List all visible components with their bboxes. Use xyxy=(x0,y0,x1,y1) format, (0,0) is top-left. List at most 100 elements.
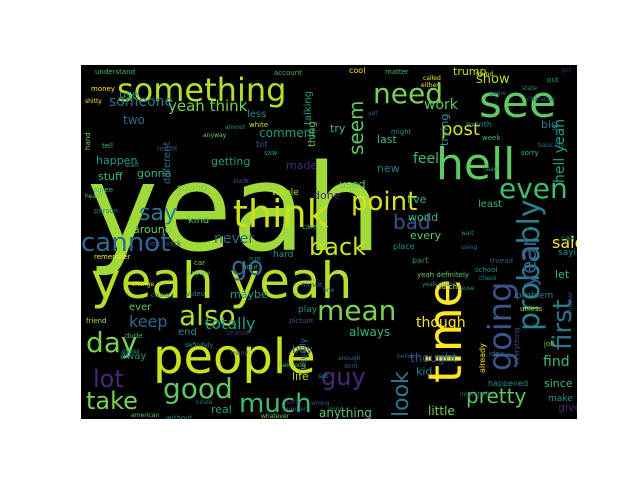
cloud-word: going xyxy=(481,282,519,371)
cloud-word: remember xyxy=(94,253,131,261)
cloud-word: around xyxy=(133,223,172,236)
cloud-word: point xyxy=(351,187,417,217)
cloud-word: tell xyxy=(102,142,113,150)
cloud-word: watch xyxy=(436,283,457,291)
cloud-word: shitty xyxy=(85,98,102,105)
cloud-word: hard xyxy=(273,250,293,260)
cloud-word: happen xyxy=(96,154,137,167)
cloud-word: whatever xyxy=(261,413,290,419)
cloud-word: start xyxy=(125,162,140,169)
cloud-word: least xyxy=(478,199,502,210)
cloud-word: anything xyxy=(319,406,372,419)
cloud-word: run xyxy=(249,255,261,263)
cloud-word: lot xyxy=(93,365,124,393)
cloud-word: dont xyxy=(344,363,358,370)
cloud-word: state xyxy=(522,85,538,92)
cloud-word: look xyxy=(389,371,414,417)
cloud-word: good xyxy=(163,372,233,405)
cloud-word: sub xyxy=(318,373,329,380)
cloud-word: made xyxy=(286,159,317,172)
cloud-word: understand xyxy=(95,68,135,76)
cloud-word: game xyxy=(489,90,506,97)
cloud-word: number xyxy=(283,406,307,413)
cloud-word: kind xyxy=(188,215,209,226)
cloud-word: even xyxy=(499,172,568,205)
cloud-word: stuff xyxy=(98,170,123,183)
cloud-word: world xyxy=(408,211,438,224)
cloud-word: wait xyxy=(461,230,474,237)
cloud-word: either xyxy=(421,82,439,89)
cloud-word: year xyxy=(517,237,542,287)
cloud-word: another xyxy=(567,291,574,315)
cloud-word: big xyxy=(541,118,558,131)
cloud-word: pretty xyxy=(466,384,526,408)
cloud-word: already xyxy=(478,343,487,373)
cloud-word: guess xyxy=(122,348,140,355)
cloud-word: always xyxy=(349,325,390,339)
cloud-word: sound xyxy=(177,183,207,194)
cloud-word: mean xyxy=(317,294,396,327)
cloud-word: happened xyxy=(488,379,528,388)
cloud-word: said xyxy=(552,233,577,252)
cloud-word: agree xyxy=(93,186,113,194)
cloud-word: saying xyxy=(558,248,577,258)
cloud-word: life xyxy=(292,370,309,383)
cloud-word: gonna xyxy=(137,167,171,180)
cloud-word: change xyxy=(132,281,154,288)
cloud-word: white xyxy=(249,121,268,129)
cloud-word: bit xyxy=(256,140,268,150)
cloud-word: need xyxy=(373,77,443,110)
cloud-word: might xyxy=(391,128,412,136)
cloud-word: hell xyxy=(436,139,515,190)
cloud-word: using xyxy=(461,244,477,251)
cloud-word: fine xyxy=(323,287,335,294)
cloud-word: probably xyxy=(512,199,547,331)
cloud-word: country xyxy=(151,292,174,299)
cloud-word: buy xyxy=(292,343,313,356)
cloud-word: talking xyxy=(303,91,314,125)
cloud-word: sorry xyxy=(521,149,539,157)
cloud-word: used xyxy=(339,178,365,191)
cloud-word: play xyxy=(298,305,318,315)
cloud-word: maybe xyxy=(230,288,268,301)
cloud-word: let xyxy=(555,268,570,281)
cloud-word: something xyxy=(117,71,286,109)
cloud-word: yeah yeah xyxy=(91,252,352,310)
cloud-word: use xyxy=(119,88,139,101)
word-cloud: yeah time people yeah yeah think hell see somet… xyxy=(81,65,577,419)
cloud-word: guy xyxy=(321,363,366,391)
cloud-word: place xyxy=(393,242,415,251)
cloud-word: team xyxy=(484,166,500,173)
cloud-word: think xyxy=(233,192,329,236)
cloud-word: new xyxy=(377,162,400,175)
cloud-word: kid xyxy=(416,365,432,378)
cloud-word: try xyxy=(330,122,346,135)
cloud-word: go xyxy=(231,252,263,282)
cloud-word: yeah guess xyxy=(422,281,456,288)
cloud-word: anyway xyxy=(203,132,227,139)
cloud-word: though xyxy=(416,315,466,331)
cloud-word: ever xyxy=(129,302,152,313)
cloud-word: picture xyxy=(289,317,313,325)
cloud-word: wrong xyxy=(311,400,330,407)
cloud-word: part xyxy=(412,256,428,265)
cloud-word: believe xyxy=(397,353,419,360)
cloud-word: account xyxy=(274,69,302,77)
cloud-word: idea xyxy=(489,350,504,358)
cloud-word: person xyxy=(94,207,118,215)
cloud-word: usually xyxy=(299,337,309,370)
cloud-word: car xyxy=(194,259,205,267)
cloud-word: dude xyxy=(125,332,143,340)
cloud-word: job xyxy=(543,340,555,348)
cloud-word: reddit xyxy=(157,145,178,153)
cloud-word: school xyxy=(475,266,497,274)
cloud-word: cannot xyxy=(81,228,170,258)
cloud-word: unless xyxy=(520,305,543,313)
cloud-word: since xyxy=(544,377,573,390)
cloud-word: every xyxy=(410,229,442,242)
cloud-word: without xyxy=(166,414,193,419)
cloud-word: different xyxy=(162,141,173,184)
cloud-word: keep xyxy=(129,312,168,331)
cloud-word: hand xyxy=(84,132,92,150)
cloud-word: take xyxy=(86,387,138,415)
